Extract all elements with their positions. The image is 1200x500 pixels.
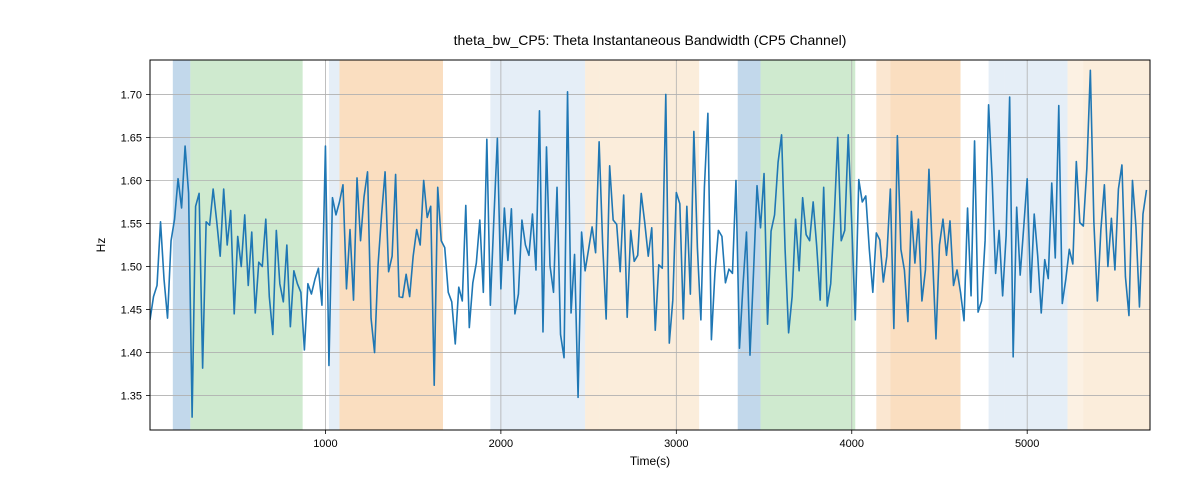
y-tick-label: 1.50 <box>121 262 142 274</box>
y-tick-label: 1.55 <box>121 218 142 230</box>
background-regions <box>173 60 1150 430</box>
x-axis-label: Time(s) <box>630 454 670 468</box>
chart-container: 1000 2000 3000 4000 5000 1.35 1.40 1.45 1.50 1.55… <box>0 0 1200 500</box>
y-tick-label: 1.65 <box>121 132 142 144</box>
region <box>1068 60 1084 430</box>
x-tick-label: 2000 <box>489 438 513 450</box>
chart-title: theta_bw_CP5: Theta Instantaneous Bandwi… <box>454 32 847 48</box>
x-tick-label: 4000 <box>840 438 864 450</box>
x-tick-label: 3000 <box>664 438 688 450</box>
region <box>585 60 599 430</box>
region <box>738 60 761 430</box>
x-tick-label: 5000 <box>1015 438 1039 450</box>
region <box>876 60 890 430</box>
region <box>761 60 856 430</box>
y-tick-label: 1.35 <box>121 391 142 403</box>
region <box>173 60 191 430</box>
y-tick-label: 1.60 <box>121 175 142 187</box>
region <box>329 60 340 430</box>
region <box>989 60 1005 430</box>
y-tick-label: 1.70 <box>121 89 142 101</box>
chart-svg: 1000 2000 3000 4000 5000 1.35 1.40 1.45 1.50 1.55… <box>0 0 1200 500</box>
y-axis-label: Hz <box>94 238 108 253</box>
y-tick-label: 1.45 <box>121 305 142 317</box>
x-tick-label: 1000 <box>313 438 337 450</box>
y-tick-label: 1.40 <box>121 348 142 360</box>
